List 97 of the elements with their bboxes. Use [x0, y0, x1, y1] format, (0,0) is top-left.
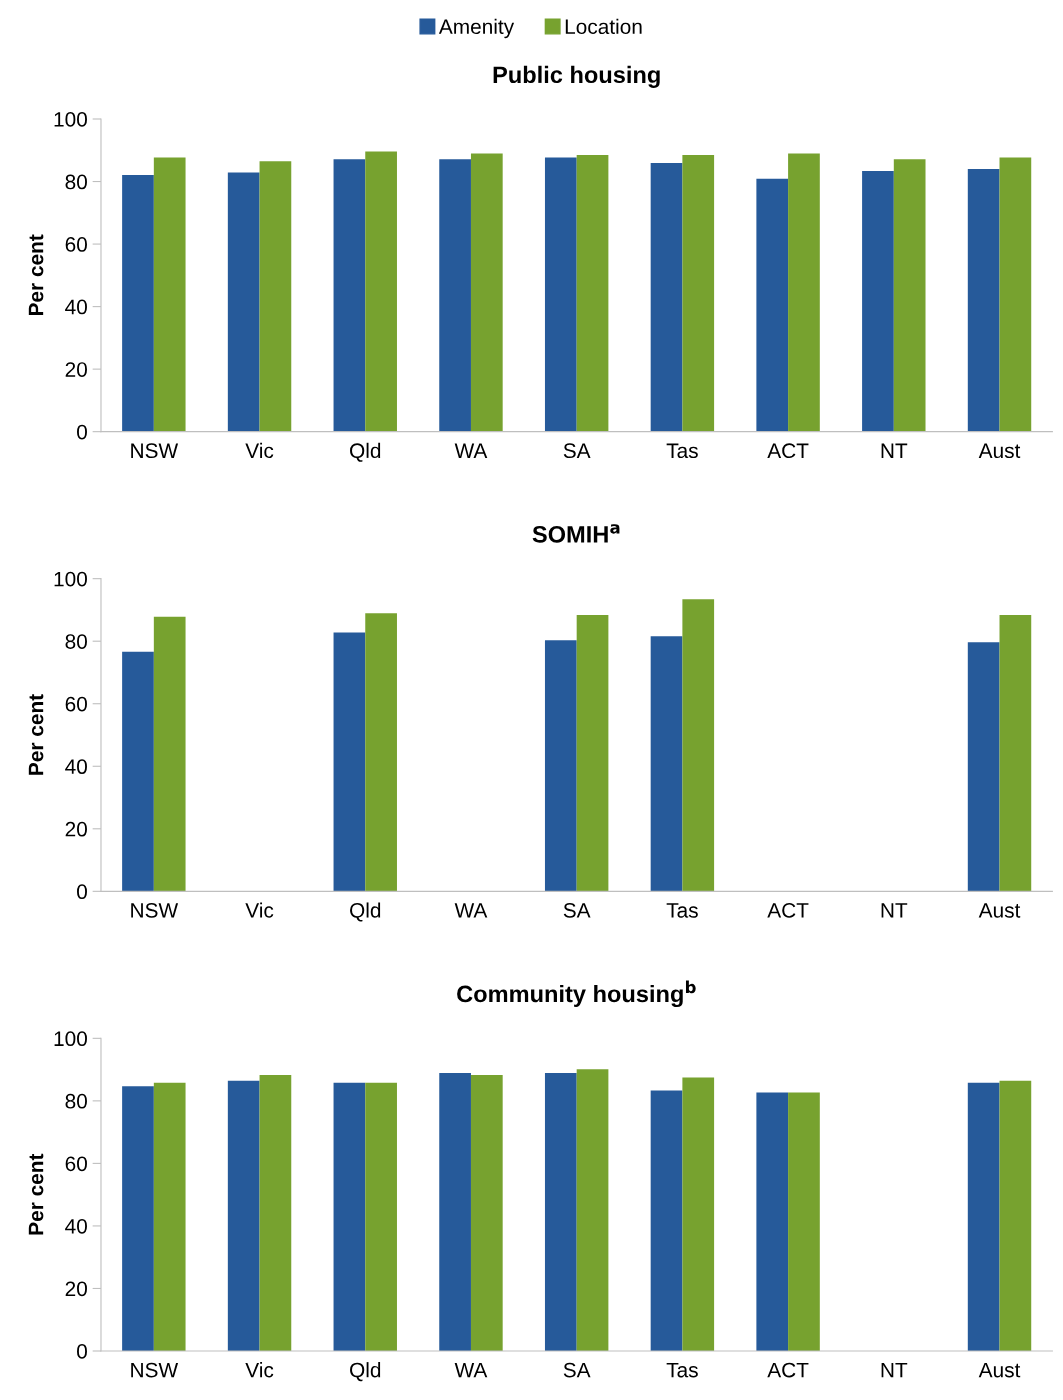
- bar: [333, 159, 366, 432]
- bar: [470, 1074, 503, 1351]
- y-tick-label: 40: [65, 759, 87, 775]
- x-tick-label: Qld: [350, 442, 381, 462]
- x-tick-label: NT: [881, 443, 908, 458]
- bar: [788, 153, 820, 432]
- x-tick-label: NSW: [131, 443, 179, 459]
- x-tick-label: Aust: [978, 903, 1021, 918]
- x-tick-label: NT: [881, 1362, 908, 1378]
- y-tick-label: 80: [65, 174, 87, 190]
- x-tick-label: NT: [881, 903, 908, 918]
- x-tick-label: Tas: [666, 443, 698, 459]
- y-tick-label: 60: [65, 237, 87, 252]
- bar: [333, 1082, 366, 1351]
- bar: [122, 651, 154, 892]
- bar: [682, 154, 715, 432]
- y-tick-label: 60: [65, 696, 87, 712]
- x-tick-label: Tas: [666, 903, 698, 918]
- bar: [576, 1069, 609, 1351]
- x-tick-label: ACT: [767, 1362, 809, 1378]
- chart-title: SOMIH$^{a}$: [532, 524, 620, 543]
- bar: [227, 172, 260, 432]
- bar: [999, 157, 1032, 432]
- y-axis-title: Per cent: [28, 1153, 44, 1235]
- y-tick-label: 0: [77, 884, 87, 900]
- y-tick-label: 0: [77, 1344, 87, 1359]
- bar: [576, 154, 609, 432]
- x-tick-label: Tas: [666, 1362, 698, 1378]
- bar: [122, 1086, 154, 1351]
- bar: [788, 1092, 820, 1351]
- y-tick-label: 100: [54, 112, 87, 127]
- x-tick-label: NSW: [131, 902, 179, 918]
- y-tick-label: 0: [77, 424, 87, 440]
- y-axis-title: Per cent: [28, 234, 44, 316]
- bar: [862, 170, 894, 432]
- bar: [756, 1092, 789, 1351]
- y-tick-label: 80: [65, 1093, 87, 1109]
- bar: [259, 1074, 292, 1351]
- bar: [365, 613, 397, 892]
- bar: [650, 163, 683, 432]
- bar: [999, 1080, 1032, 1351]
- x-tick-label: SA: [563, 443, 591, 459]
- x-tick-label: SA: [563, 1362, 591, 1378]
- y-tick-label: 40: [65, 299, 87, 315]
- x-tick-label: Vic: [245, 1362, 274, 1378]
- x-tick-label: WA: [454, 443, 488, 458]
- bar: [650, 1090, 683, 1351]
- y-tick-label: 20: [65, 821, 87, 837]
- y-tick-label: 100: [54, 1031, 87, 1047]
- bar: [365, 151, 397, 432]
- x-tick-label: ACT: [767, 443, 809, 459]
- bar: [544, 1073, 577, 1351]
- y-tick-label: 20: [65, 1281, 87, 1297]
- legend-label: Amenity: [438, 18, 515, 39]
- bar: [756, 178, 789, 432]
- bar: [893, 159, 926, 432]
- x-tick-label: WA: [454, 903, 488, 918]
- y-tick-label: 40: [65, 1218, 87, 1234]
- bar: [227, 1080, 260, 1351]
- bar: [650, 636, 683, 892]
- chart-title: Public housing: [493, 65, 660, 88]
- bar: [259, 161, 292, 432]
- bar: [967, 642, 1000, 892]
- legend-label: Location: [565, 18, 642, 35]
- bar: [682, 599, 715, 892]
- y-tick-label: 100: [54, 571, 87, 587]
- x-tick-label: WA: [454, 1362, 488, 1378]
- x-tick-label: Aust: [978, 443, 1021, 459]
- bar: [544, 157, 577, 432]
- x-tick-label: ACT: [767, 902, 809, 918]
- y-tick-label: 20: [65, 362, 87, 377]
- bar: [999, 614, 1032, 892]
- chart-title: Community housing$^{b}$: [457, 980, 696, 1008]
- bar: [365, 1082, 397, 1351]
- x-tick-label: SA: [563, 902, 591, 918]
- bar: [470, 153, 503, 432]
- y-tick-label: 80: [65, 634, 87, 649]
- bar: [682, 1077, 715, 1351]
- x-tick-label: Qld: [350, 902, 381, 922]
- bar: [967, 1082, 1000, 1351]
- bar: [439, 1073, 471, 1351]
- x-tick-label: NSW: [131, 1362, 179, 1378]
- bar: [122, 174, 154, 432]
- x-tick-label: Vic: [245, 902, 274, 918]
- bar: [153, 616, 186, 892]
- y-tick-label: 60: [65, 1156, 87, 1172]
- x-tick-label: Qld: [350, 1362, 381, 1382]
- x-tick-label: Aust: [978, 1362, 1021, 1378]
- y-axis-title: Per cent: [28, 694, 44, 775]
- bar: [967, 169, 1000, 432]
- bar: [153, 157, 186, 432]
- bar: [333, 632, 366, 892]
- bar: [576, 614, 609, 892]
- x-tick-label: Vic: [245, 442, 274, 459]
- bar: [544, 640, 577, 892]
- bar: [439, 159, 471, 432]
- bar: [153, 1082, 186, 1351]
